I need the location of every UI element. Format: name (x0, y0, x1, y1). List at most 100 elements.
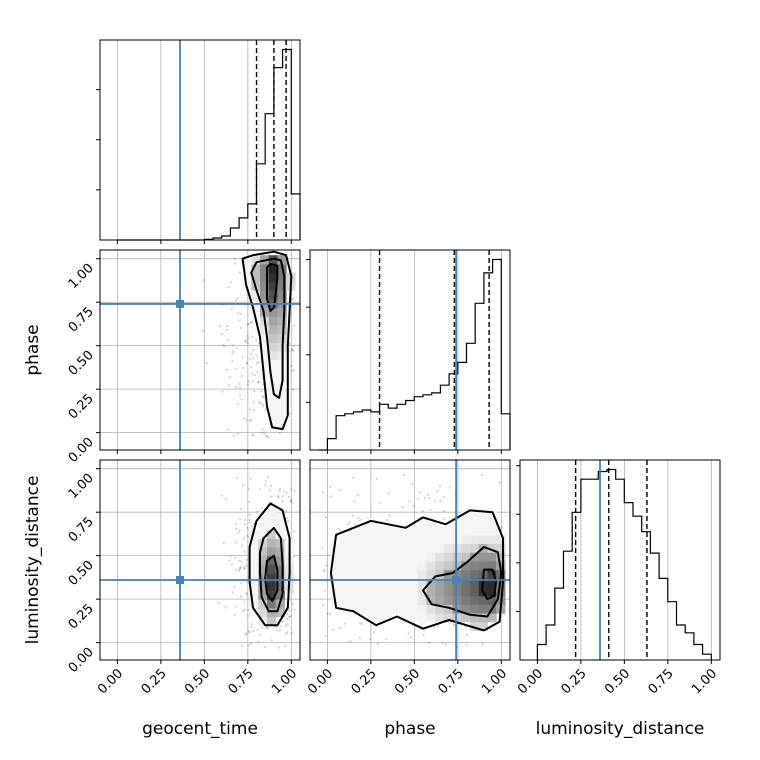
density-cell (496, 552, 506, 562)
x-tick-label-luminosity_distance-4: 1.00 (689, 666, 720, 697)
scatter-point (241, 544, 244, 547)
density-cell (348, 560, 358, 571)
density-cell (383, 604, 393, 614)
scatter-point (288, 615, 291, 618)
scatter-point (255, 362, 258, 365)
scatter-point (251, 380, 255, 383)
density-cell (277, 281, 287, 291)
scatter-point (439, 499, 442, 502)
density-cell (348, 552, 358, 562)
scatter-point (246, 323, 249, 326)
density-cell (374, 560, 384, 571)
scatter-point (247, 629, 250, 632)
scatter-point (247, 488, 250, 491)
density-cell (365, 578, 375, 588)
scatter-point (240, 565, 243, 568)
density-cell (267, 599, 277, 609)
density-cell (470, 604, 480, 614)
density-cell (268, 359, 278, 369)
scatter-point (346, 523, 349, 526)
density-cell (260, 324, 270, 335)
scatter-point (260, 507, 263, 510)
panel-frame-2-1 (309, 459, 511, 661)
scatter-point (452, 624, 456, 627)
density-cell (409, 604, 419, 614)
density-cell (277, 411, 287, 421)
density-cell (365, 552, 375, 562)
scatter-point (289, 499, 292, 502)
scatter-point (245, 564, 248, 567)
scatter-point (225, 498, 228, 501)
density-cell (426, 604, 436, 614)
density-cell (487, 595, 497, 605)
scatter-point (263, 646, 267, 649)
density-cell (383, 569, 393, 579)
scatter-point (240, 645, 243, 648)
density-cell (374, 604, 384, 614)
density-cell (400, 587, 410, 597)
scatter-point (426, 493, 429, 496)
scatter-point (238, 271, 241, 274)
density-cell (275, 590, 285, 600)
scatter-point (290, 369, 293, 372)
density-cell (339, 552, 349, 562)
scatter-point (223, 344, 226, 347)
density-cell (258, 512, 268, 522)
density-cell (249, 529, 259, 539)
density-cell (400, 578, 410, 588)
density-cell (365, 595, 375, 605)
density-cell (330, 578, 341, 588)
density-cell (258, 564, 268, 574)
density-cell (277, 255, 287, 265)
scatter-point (270, 639, 273, 642)
scatter-point (429, 508, 432, 512)
density-cell (409, 595, 419, 605)
density-cell (267, 590, 277, 600)
density-cell (348, 526, 358, 536)
scatter-point (231, 563, 234, 566)
density-cell (275, 581, 285, 591)
density-cell (275, 555, 285, 565)
scatter-point (245, 534, 249, 537)
y-tick-label-luminosity_distance-0: 0.00 (66, 645, 97, 676)
scatter-point (291, 388, 294, 391)
scatter-point (234, 299, 237, 302)
scatter-point (408, 500, 411, 503)
x-tick-label-phase-4: 1.00 (479, 666, 510, 697)
density-cell (409, 569, 419, 579)
scatter-point (348, 521, 351, 524)
scatter-point (428, 496, 431, 500)
density-cell (258, 547, 268, 557)
density-cell (400, 526, 410, 536)
scatter-point (246, 593, 249, 596)
scatter-point (278, 431, 281, 435)
density-cell (260, 359, 270, 369)
scatter-point (248, 518, 251, 522)
x-tick-label-luminosity_distance-1: 0.25 (559, 666, 590, 697)
density-cell (268, 420, 278, 430)
density-cell (267, 616, 277, 626)
scatter-point (250, 353, 253, 356)
density-cell (330, 543, 341, 553)
scatter-point (227, 286, 230, 289)
density-cell (417, 613, 428, 623)
scatter-point (291, 298, 294, 301)
density-cell (461, 543, 471, 553)
scatter-point (234, 367, 237, 370)
scatter-point (421, 509, 424, 513)
scatter-point (261, 395, 264, 398)
density-cell (365, 543, 375, 553)
density-cell (348, 534, 358, 545)
scatter-point (235, 527, 238, 530)
scatter-point (465, 625, 468, 629)
scatter-point (235, 346, 238, 350)
density-cell (487, 552, 497, 562)
scatter-point (357, 516, 360, 519)
scatter-point (339, 489, 342, 492)
scatter-point (402, 506, 405, 509)
scatter-point (285, 491, 288, 494)
scatter-point (369, 638, 372, 641)
density-cell (417, 569, 428, 579)
x-axis-label-geocent-time: geocent_time (142, 719, 258, 739)
scatter-point (481, 643, 484, 646)
